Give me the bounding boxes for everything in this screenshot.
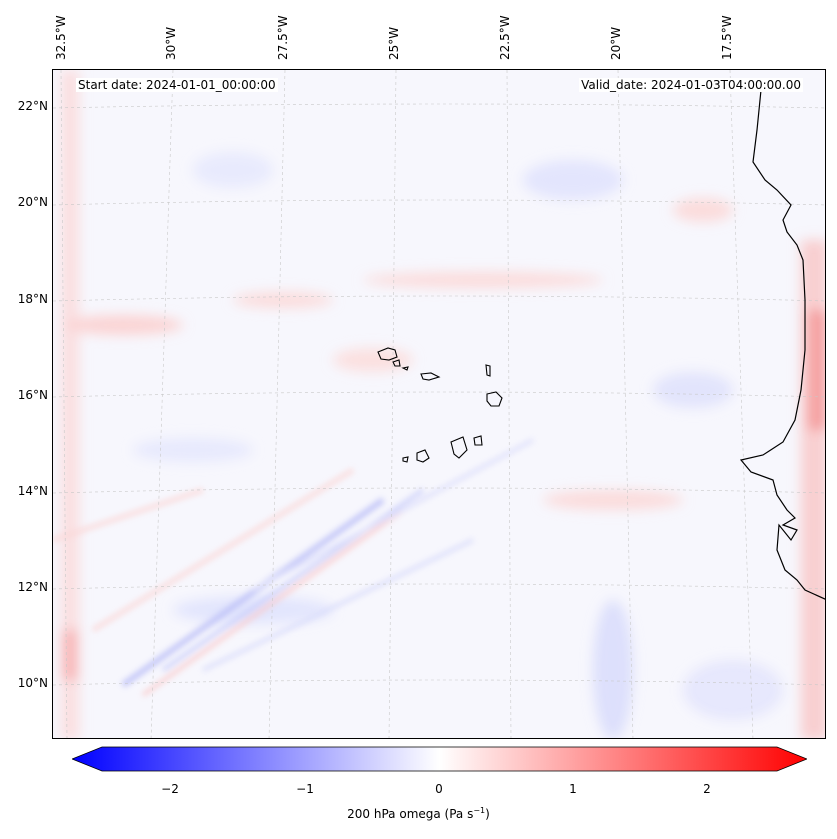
lon-label-27-5w: 27.5°W [276, 15, 290, 60]
lat-label-14n: 14°N [17, 484, 48, 498]
colorbar [72, 746, 807, 772]
map-panel [52, 69, 826, 739]
lon-label-17-5w: 17.5°W [720, 15, 734, 60]
colorbar-tick-minus-2: −2 [161, 782, 179, 796]
lon-label-22-5w: 22.5°W [498, 15, 512, 60]
lon-label-30w: 30°W [164, 26, 178, 60]
colorbar-tick-1: 1 [569, 782, 577, 796]
colorbar-label-prefix: 200 hPa omega (Pa s [347, 807, 474, 821]
graticule [53, 70, 825, 738]
colorbar-body [72, 746, 807, 772]
colorbar-label-exp: −1 [473, 806, 486, 815]
lat-label-10n: 10°N [17, 676, 48, 690]
lon-label-20w: 20°W [609, 26, 623, 60]
omega-field-map [53, 70, 825, 738]
cape-verde-islands [377, 347, 503, 463]
lat-label-22n: 22°N [17, 99, 48, 113]
colorbar-tick-2: 2 [703, 782, 711, 796]
lat-label-16n: 16°N [17, 388, 48, 402]
colorbar-tick-0: 0 [435, 782, 443, 796]
colorbar-tick-minus-1: −1 [296, 782, 314, 796]
lon-label-32-5w: 32.5°W [54, 15, 68, 60]
colorbar-label-suffix: ) [485, 807, 490, 821]
colorbar-label: 200 hPa omega (Pa s−1) [0, 806, 837, 821]
lon-label-25w: 25°W [387, 26, 401, 60]
valid-date-label: Valid_date: 2024-01-03T04:00:00.00 [579, 78, 803, 92]
start-date-label: Start date: 2024-01-01_00:00:00 [76, 78, 278, 92]
omega-field-shading [61, 70, 825, 738]
lat-label-18n: 18°N [17, 292, 48, 306]
omega-streaks [53, 438, 534, 697]
africa-coastline [739, 89, 825, 600]
lat-label-12n: 12°N [17, 580, 48, 594]
lat-label-20n: 20°N [17, 195, 48, 209]
